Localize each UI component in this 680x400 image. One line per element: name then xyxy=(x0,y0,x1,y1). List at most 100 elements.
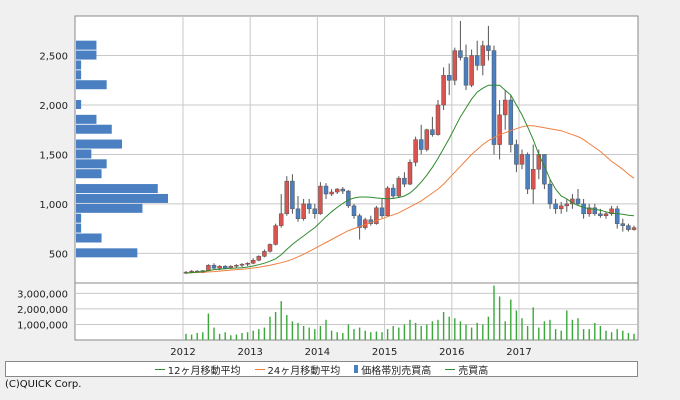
candle-body xyxy=(508,99,514,145)
volume-tick-label: 1,000,000 xyxy=(17,320,68,331)
volume-bar xyxy=(543,321,546,340)
year-tick-label: 2016 xyxy=(439,347,464,358)
candle-body xyxy=(334,188,340,193)
volume-bar xyxy=(319,326,322,340)
candle-body xyxy=(525,154,530,190)
volume-bar xyxy=(325,319,327,340)
legend-ma12: 12ヶ月移動平均 xyxy=(154,362,241,377)
candle-body xyxy=(575,198,581,205)
candle-body xyxy=(486,45,491,51)
stock-chart: 500 1,000 1,500 2,000 2,500 1,000,000 2,000,0… xyxy=(17,15,639,358)
volume-bar xyxy=(622,330,624,340)
volume-bars xyxy=(185,285,635,340)
candlesticks xyxy=(183,20,637,275)
volume-bar xyxy=(246,332,249,340)
volume-bar xyxy=(224,332,226,340)
volume-profile-bar xyxy=(76,213,82,223)
candle-body xyxy=(267,244,273,252)
volume-axis-labels: 1,000,000 2,000,000 3,000,000 xyxy=(17,289,68,331)
volume-bar xyxy=(498,296,501,340)
volume-bar xyxy=(370,332,372,340)
volume-bar xyxy=(291,321,294,340)
volume-bar xyxy=(599,326,602,340)
volume-profile-bar xyxy=(76,80,107,90)
price-tick-label: 500 xyxy=(49,249,68,260)
volume-bar xyxy=(487,316,490,340)
volume-profile-bar xyxy=(76,40,97,50)
volume-profile-bar xyxy=(76,124,112,134)
candle-body xyxy=(239,263,245,266)
candle-body xyxy=(284,180,290,215)
candle-body xyxy=(452,50,458,81)
ma24-line xyxy=(185,125,635,274)
volume-bar xyxy=(403,324,406,340)
candle-body xyxy=(357,215,362,228)
legend-volume-profile-label: 価格帯別売買高 xyxy=(361,365,432,377)
candle-body xyxy=(351,205,357,217)
volume-bar xyxy=(588,329,590,340)
volume-bar xyxy=(280,301,282,340)
volume-bar xyxy=(297,322,299,340)
price-tick-label: 1,000 xyxy=(39,200,68,211)
candle-body xyxy=(446,75,452,81)
candle-body xyxy=(418,139,424,150)
candle-body xyxy=(558,205,564,210)
candle-body xyxy=(474,55,480,66)
volume-profile-bar xyxy=(76,50,97,60)
legend-volume: 売買高 xyxy=(445,362,488,377)
volume-bar xyxy=(538,327,540,340)
candle-body xyxy=(430,129,435,135)
ma24-swatch-icon xyxy=(254,368,265,370)
volume-bar xyxy=(330,330,333,340)
candle-body xyxy=(340,188,346,192)
candle-body xyxy=(631,227,637,230)
volume-bar xyxy=(526,326,529,340)
volume-bar xyxy=(476,322,478,340)
legend-ma24: 24ヶ月移動平均 xyxy=(254,362,340,377)
volume-profile-bar xyxy=(76,233,102,243)
volume-bar xyxy=(286,315,288,340)
volume-bar xyxy=(252,330,254,340)
volume-bar xyxy=(442,312,445,340)
candle-body xyxy=(497,114,502,145)
volume-profile-bar xyxy=(76,159,107,169)
volume-bar xyxy=(605,330,607,340)
volume-bar xyxy=(482,324,484,340)
volume-bar xyxy=(336,332,338,340)
volume-bar xyxy=(566,310,568,340)
volume-bar xyxy=(263,327,266,340)
volume-bar xyxy=(465,324,467,340)
volume-bar xyxy=(235,334,238,340)
volume-bar xyxy=(515,310,518,340)
candle-body xyxy=(463,57,469,86)
candle-body xyxy=(547,183,553,205)
candle-body xyxy=(413,139,418,163)
volume-bar xyxy=(521,318,523,340)
volume-profile-bars xyxy=(76,40,168,258)
candle-body xyxy=(603,213,609,217)
candle-body xyxy=(519,154,525,165)
volume-bar xyxy=(230,335,232,340)
price-axis-labels: 500 1,000 1,500 2,000 2,500 xyxy=(39,52,68,261)
candle-body xyxy=(385,187,390,217)
volume-bar xyxy=(386,329,389,340)
volume-bar xyxy=(347,324,350,340)
candle-body xyxy=(346,190,351,207)
candle-body xyxy=(256,256,262,261)
price-tick-label: 1,500 xyxy=(39,150,68,161)
candle-body xyxy=(312,208,318,215)
candle-body xyxy=(441,75,446,106)
candle-body xyxy=(491,50,497,145)
volume-profile-swatch-icon xyxy=(354,365,359,373)
candle-body xyxy=(217,265,222,269)
volume-bar xyxy=(269,316,271,340)
volume-profile-bar xyxy=(76,70,82,80)
ma12-swatch-icon xyxy=(154,368,165,370)
candle-body xyxy=(211,264,217,269)
volume-bar xyxy=(459,321,462,340)
volume-bar xyxy=(308,327,310,340)
year-tick-label: 2013 xyxy=(237,347,262,358)
volume-bar xyxy=(353,329,355,340)
year-axis-labels: 2012 2013 2014 2015 2016 2017 xyxy=(170,347,531,358)
candle-body xyxy=(362,219,368,228)
